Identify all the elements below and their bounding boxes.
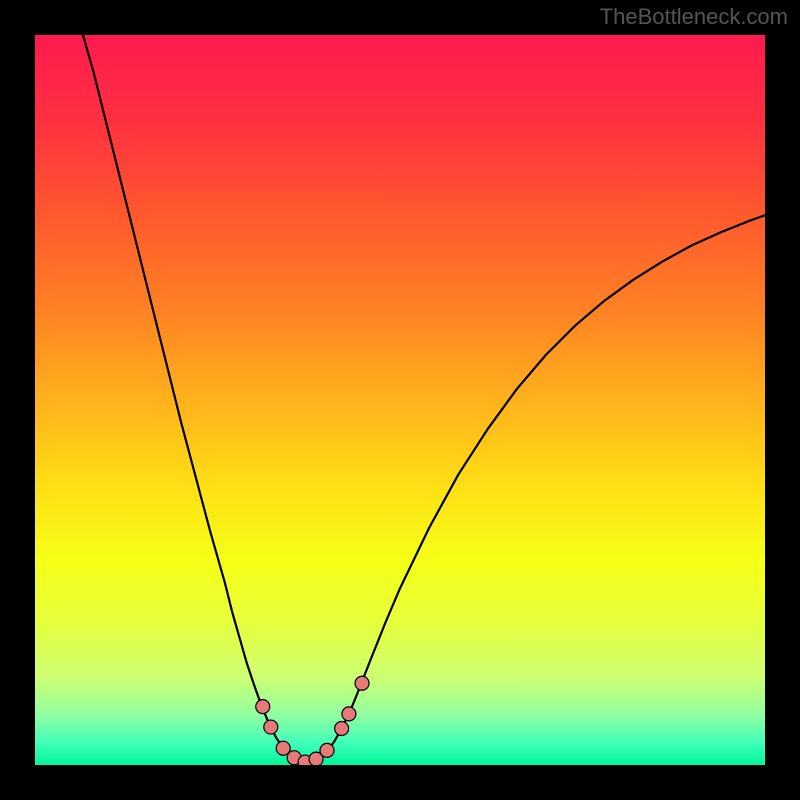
- data-marker: [320, 743, 334, 757]
- chart-container: TheBottleneck.com: [0, 0, 800, 800]
- data-marker: [355, 676, 369, 690]
- data-marker: [342, 707, 356, 721]
- plot-background: [35, 35, 765, 765]
- bottleneck-chart: [0, 0, 800, 800]
- data-marker: [264, 720, 278, 734]
- data-marker: [335, 722, 349, 736]
- data-marker: [256, 700, 270, 714]
- watermark-text: TheBottleneck.com: [600, 4, 788, 30]
